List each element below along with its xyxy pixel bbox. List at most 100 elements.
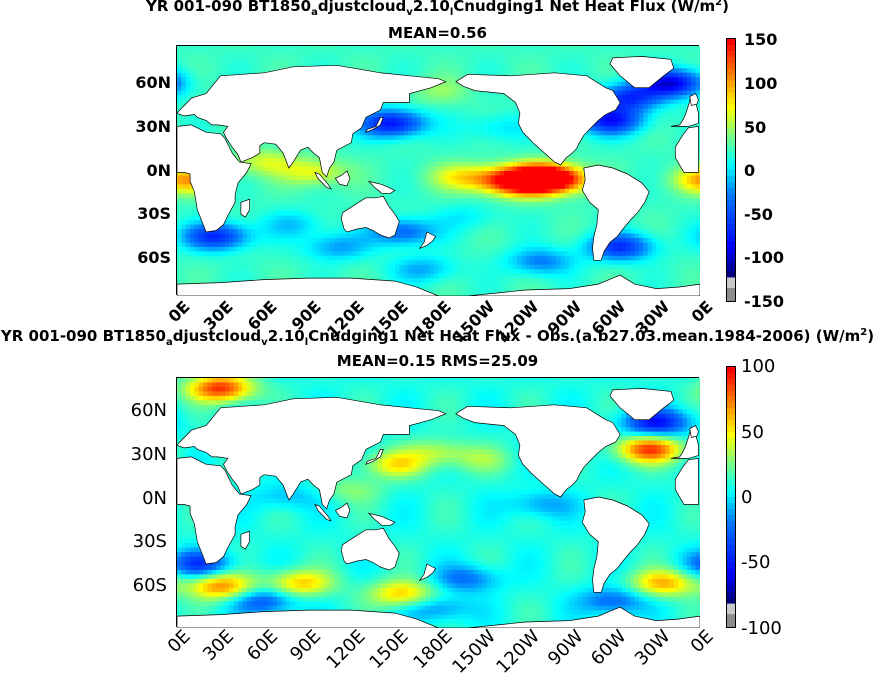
heatmap-cell — [285, 215, 291, 221]
heatmap-cell — [190, 68, 196, 74]
heatmap-cell — [299, 166, 304, 172]
heatmap-cell — [198, 251, 204, 257]
heatmap-cell — [399, 162, 405, 168]
heatmap-cell — [530, 202, 535, 208]
heatmap-cell — [477, 104, 483, 110]
heatmap-cell — [482, 135, 488, 141]
heatmap-cell — [177, 224, 182, 230]
heatmap-cell — [264, 246, 270, 252]
heatmap-cell — [434, 121, 440, 127]
heatmap-cell — [503, 193, 509, 199]
heatmap-cell — [442, 139, 448, 145]
heatmap-cell — [281, 229, 287, 235]
heatmap-cell — [238, 206, 243, 212]
heatmap-cell — [482, 264, 488, 270]
heatmap-cell — [551, 278, 557, 284]
heatmap-cell — [412, 282, 418, 288]
heatmap-cell — [185, 184, 191, 190]
heatmap-cell — [447, 135, 453, 141]
heatmap-cell — [512, 144, 518, 150]
heatmap-cell — [307, 50, 313, 56]
heatmap-cell — [338, 59, 344, 65]
heatmap-cell — [447, 237, 453, 244]
heatmap-cell — [434, 72, 440, 78]
heatmap-cell — [177, 77, 182, 83]
heatmap-cell — [403, 273, 409, 279]
heatmap-cell — [534, 269, 540, 275]
heatmap-cell — [211, 50, 217, 56]
heatmap-cell — [403, 264, 409, 270]
heatmap-cell — [390, 144, 396, 150]
heatmap-cell — [251, 157, 257, 163]
heatmap-cell — [377, 166, 383, 172]
heatmap-cell — [303, 229, 309, 235]
heatmap-cell — [451, 220, 457, 226]
heatmap-cell — [203, 90, 209, 96]
heatmap-cell — [482, 130, 488, 136]
heatmap-cell — [198, 77, 204, 83]
heatmap-cell — [486, 206, 492, 212]
heatmap-cell — [255, 184, 261, 190]
heatmap-cell — [442, 220, 448, 226]
heatmap-cell — [407, 148, 413, 154]
heatmap-cell — [377, 153, 383, 159]
heatmap-cell — [333, 206, 339, 212]
heatmap-cell — [373, 237, 379, 244]
heatmap-cell — [469, 224, 474, 230]
heatmap-cell — [508, 229, 514, 235]
heatmap-cell — [503, 233, 509, 239]
heatmap-cell — [329, 233, 335, 239]
heatmap-cell — [242, 54, 248, 60]
heatmap-cell — [303, 273, 309, 279]
heatmap-cell — [290, 264, 296, 270]
heatmap-cell — [460, 273, 466, 279]
heatmap-cell — [564, 63, 570, 69]
heatmap-cell — [316, 211, 322, 217]
heatmap-cell — [512, 269, 518, 275]
heatmap-cell — [268, 144, 274, 150]
heatmap-cell — [290, 171, 296, 177]
heatmap-cell — [499, 68, 505, 74]
heatmap-cell — [447, 291, 453, 296]
heatmap-cell — [373, 117, 379, 123]
heatmap-cell — [351, 50, 357, 56]
heatmap-cell — [451, 287, 457, 293]
heatmap-cell — [429, 175, 435, 181]
heatmap-cell — [455, 202, 461, 208]
heatmap-cell — [508, 72, 514, 78]
heatmap-cell — [490, 99, 496, 105]
heatmap-cell — [181, 229, 187, 235]
heatmap-cell — [434, 229, 440, 235]
heatmap-cell — [516, 282, 522, 288]
heatmap-cell — [477, 135, 483, 141]
heatmap-cell — [525, 144, 531, 150]
heatmap-cell — [534, 162, 540, 168]
heatmap-cell — [556, 242, 562, 248]
heatmap-cell — [412, 90, 418, 96]
heatmap-cell — [360, 144, 366, 150]
heatmap-cell — [403, 130, 409, 136]
heatmap-cell — [477, 171, 483, 177]
heatmap-cell — [477, 162, 483, 168]
heatmap-cell — [386, 179, 392, 185]
heatmap-cell — [216, 63, 222, 69]
heatmap-cell — [560, 237, 566, 244]
heatmap-cell — [473, 99, 479, 105]
heatmap-cell — [277, 166, 283, 172]
heatmap-cell — [434, 184, 440, 190]
heatmap-cell — [438, 148, 444, 154]
heatmap-cell — [469, 229, 474, 235]
heatmap-cell — [268, 197, 274, 203]
heatmap-cell — [320, 273, 326, 279]
heatmap-cell — [425, 273, 431, 279]
heatmap-cell — [490, 63, 496, 69]
heatmap-cell — [185, 90, 191, 96]
heatmap-cell — [277, 197, 283, 203]
heatmap-cell — [360, 148, 366, 154]
heatmap-cell — [190, 193, 196, 199]
heatmap-cell — [316, 179, 322, 185]
heatmap-cell — [259, 46, 265, 52]
heatmap-cell — [451, 166, 457, 172]
heatmap-cell — [438, 229, 444, 235]
heatmap-cell — [412, 112, 418, 119]
